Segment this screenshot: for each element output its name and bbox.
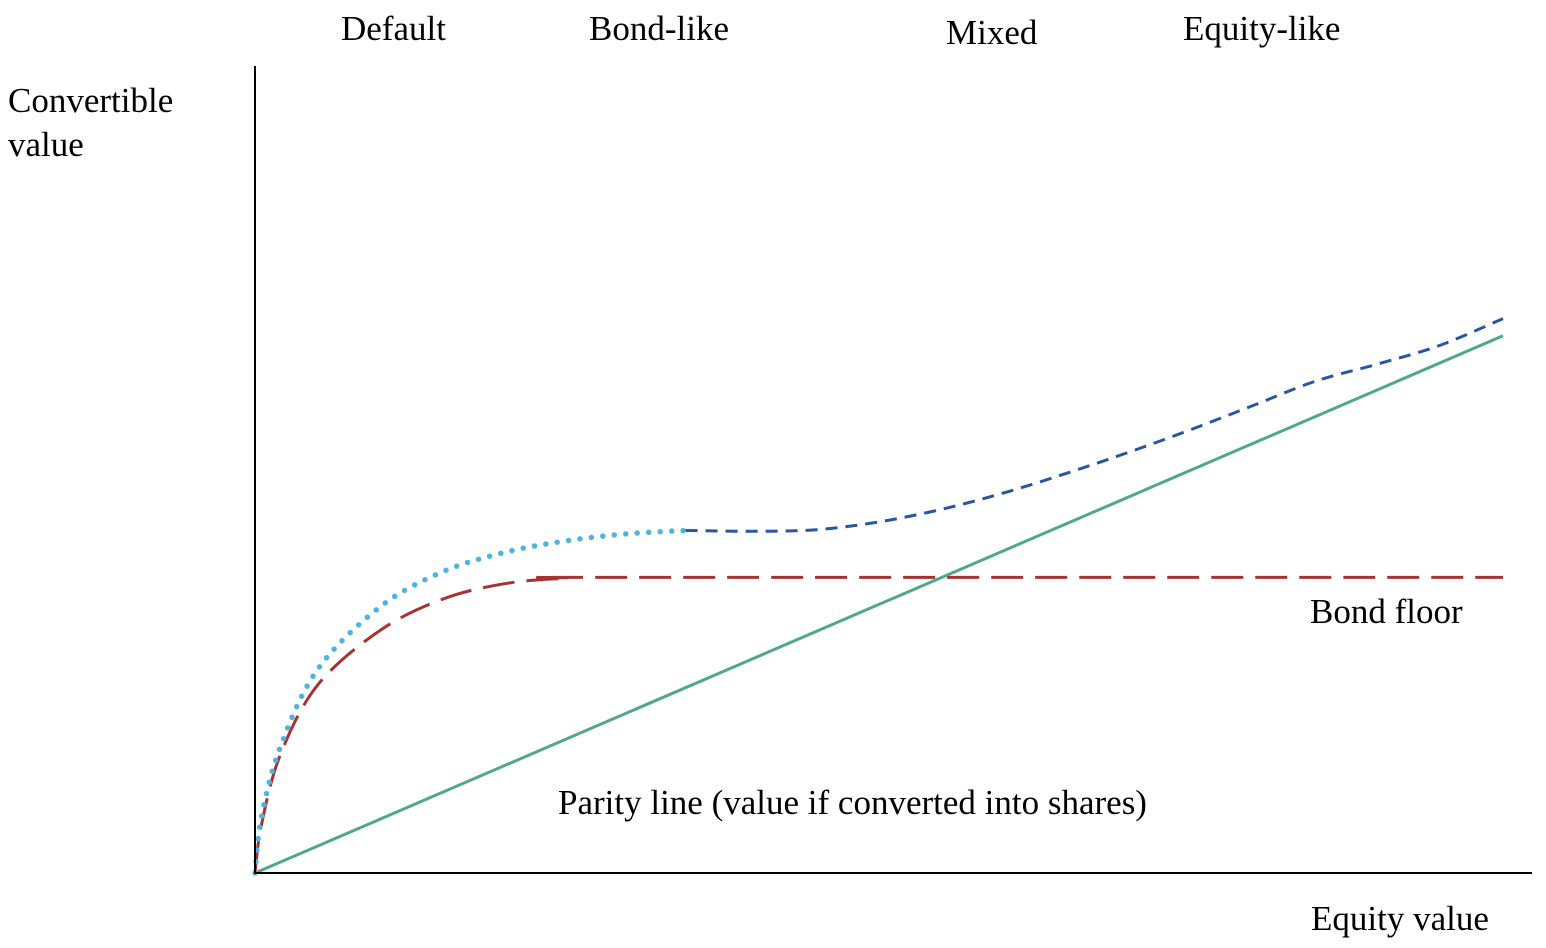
region-label-mixed: Mixed	[946, 13, 1038, 52]
series-bond-floor-line	[253, 575, 1504, 874]
bond-floor-label: Bond floor	[1310, 592, 1463, 631]
region-label-bond-like: Bond-like	[589, 9, 729, 48]
y-axis-label-line-1: Convertible	[8, 81, 174, 120]
series-parity-line	[254, 334, 1504, 875]
region-label-equity-like: Equity-like	[1183, 9, 1341, 48]
x-axis-label: Equity value	[1311, 899, 1489, 938]
region-label-default: Default	[341, 9, 446, 48]
parity-line-label: Parity line (value if converted into sha…	[558, 783, 1147, 822]
series-layer	[252, 317, 1504, 876]
series-convertible-default-bondlike-line	[252, 527, 689, 876]
series-convertible-mixed-equitylike-line	[685, 317, 1504, 533]
y-axis-label-line-2: value	[8, 125, 84, 164]
